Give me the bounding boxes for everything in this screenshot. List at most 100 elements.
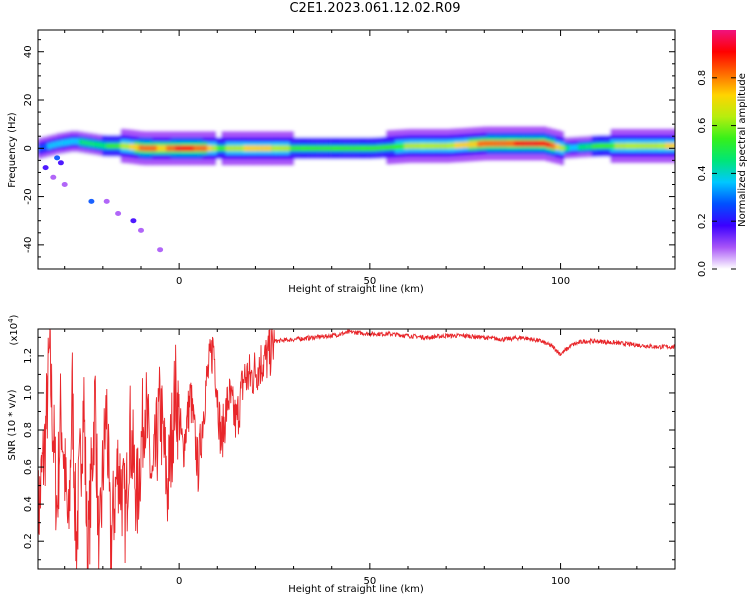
spectrogram-cell (610, 143, 616, 149)
spectrogram-cell (417, 143, 424, 149)
spectrogram-cell (536, 140, 543, 147)
spectrogram-cell (472, 141, 478, 148)
spectrogram-cell (308, 145, 314, 152)
spectrogram-cell (321, 145, 327, 152)
spectrogram-cell (527, 140, 533, 147)
spectrogram-cell (115, 143, 121, 149)
y-tick-label: -40 (23, 237, 34, 253)
spectrogram-cell (454, 142, 460, 149)
x-tick-label: 0 (176, 576, 182, 587)
spectrogram-cell (340, 145, 346, 152)
spectrogram-cell (97, 142, 103, 148)
spectrogram-cell (463, 141, 469, 148)
spectrogram-cell (628, 143, 634, 149)
chart-title: C2E1.2023.061.12.02.R09 (289, 1, 461, 16)
spectrogram-cell (642, 143, 648, 149)
spectrogram-cell (486, 140, 492, 147)
spectrogram-cell (504, 140, 511, 147)
spectrogram-cell (390, 144, 396, 150)
spectrogram-cell (372, 145, 378, 152)
y-tick-label: 0.4 (23, 496, 34, 512)
spectrogram-cell (605, 143, 611, 149)
spectrogram-cell (152, 145, 158, 152)
spectrogram-cell (138, 145, 144, 151)
spectrogram-cell (491, 140, 497, 147)
snr-x-axis-label: Height of straight line (km) (288, 584, 424, 595)
snr-series-line (38, 329, 675, 569)
colorbar-gradient (712, 30, 736, 269)
spectrogram-cell (244, 145, 250, 152)
spectrogram-cell (619, 143, 625, 149)
spectrogram-cell (129, 143, 135, 150)
spectrogram-heatmap (38, 124, 675, 253)
spectrogram-scatter-point (57, 160, 64, 166)
spectrogram-cell (353, 145, 359, 152)
spectrogram-cell (564, 145, 570, 151)
colorbar: 0.0 0.2 0.4 0.6 0.8 Normalized spectral ampl… (697, 30, 748, 277)
spectrogram-cell (47, 143, 53, 149)
spectrogram-scatter-point (88, 198, 95, 204)
spectrogram-cell (623, 143, 630, 149)
x-tick-label: 50 (363, 276, 376, 287)
spectrogram-cell (106, 143, 112, 149)
spectrogram-cell (495, 140, 501, 147)
spectrogram-cell (111, 143, 117, 149)
spectrogram-cell (202, 145, 208, 152)
spectrogram-frame (37, 29, 676, 270)
spectrogram-cell (179, 145, 186, 152)
spectrogram-cell (298, 145, 305, 152)
spectrogram-cell (523, 140, 529, 147)
spectrogram-cell (184, 145, 190, 152)
spectrogram-cell (70, 138, 76, 145)
spectrogram-cell (450, 142, 456, 149)
y-tick-label: 0 (23, 145, 34, 151)
spectrogram-cell (248, 145, 254, 152)
spectrogram-cell (395, 143, 401, 150)
spectrogram-cell (399, 143, 405, 150)
y-tick-label: 1.0 (23, 385, 34, 401)
spectrogram-scatter-point (42, 165, 49, 171)
colorbar-tick-label: 0.8 (697, 70, 708, 86)
spectrogram-cell (477, 141, 483, 147)
spectrogram-scatter-point (130, 218, 137, 224)
spectrogram-cell (60, 140, 67, 146)
spectrogram-cell (440, 143, 446, 149)
spectrogram-cell (88, 140, 94, 147)
y-tick-label: 1.2 (23, 348, 34, 364)
y-tick-label: 0.8 (23, 422, 34, 438)
y-tick-label: 40 (23, 45, 34, 58)
spectrogram-cell (358, 145, 364, 152)
spectrogram-cell (363, 145, 369, 152)
spectrogram-cell (65, 139, 71, 145)
spectrogram-cell (376, 145, 382, 151)
spectrogram-cell (280, 145, 286, 152)
spectrogram-cell (445, 143, 451, 149)
spectrogram-cell (285, 145, 291, 152)
spectrogram-scatter-point (138, 227, 144, 233)
x-tick-label: 100 (551, 576, 570, 587)
spectrogram-cell (637, 143, 643, 149)
spectrogram-cell (42, 144, 48, 150)
x-tick-label: 50 (363, 576, 376, 587)
spectrogram-cell (408, 143, 414, 149)
spectrogram-cell (413, 143, 419, 149)
y-tick-label: 0.2 (23, 533, 34, 549)
spectrogram-cell (546, 141, 552, 148)
spectrogram-cell (559, 145, 565, 151)
spectrogram-scatter-point (115, 211, 122, 216)
spectrogram-cell (459, 142, 465, 148)
spectrogram-cell (56, 140, 62, 147)
snr-plot-area (38, 329, 675, 569)
spectrogram-cell (385, 144, 392, 151)
spectrogram-cell (335, 145, 341, 152)
spectrogram-cell (569, 144, 575, 151)
x-tick-label: 0 (176, 276, 182, 287)
spectrogram-scatter-point (157, 247, 164, 253)
snr-axes: 0 50 100 0.2 0.4 0.6 0.8 1.0 1.2 (23, 329, 676, 587)
spectrogram-panel: 0 50 100 -40 -20 0 20 40 Height of straight lin… (7, 29, 676, 295)
spectrogram-scatter-point (103, 198, 110, 204)
colorbar-tick-label: 0.4 (697, 165, 708, 181)
spectrogram-band (38, 124, 675, 166)
spectrogram-cell (582, 144, 588, 150)
